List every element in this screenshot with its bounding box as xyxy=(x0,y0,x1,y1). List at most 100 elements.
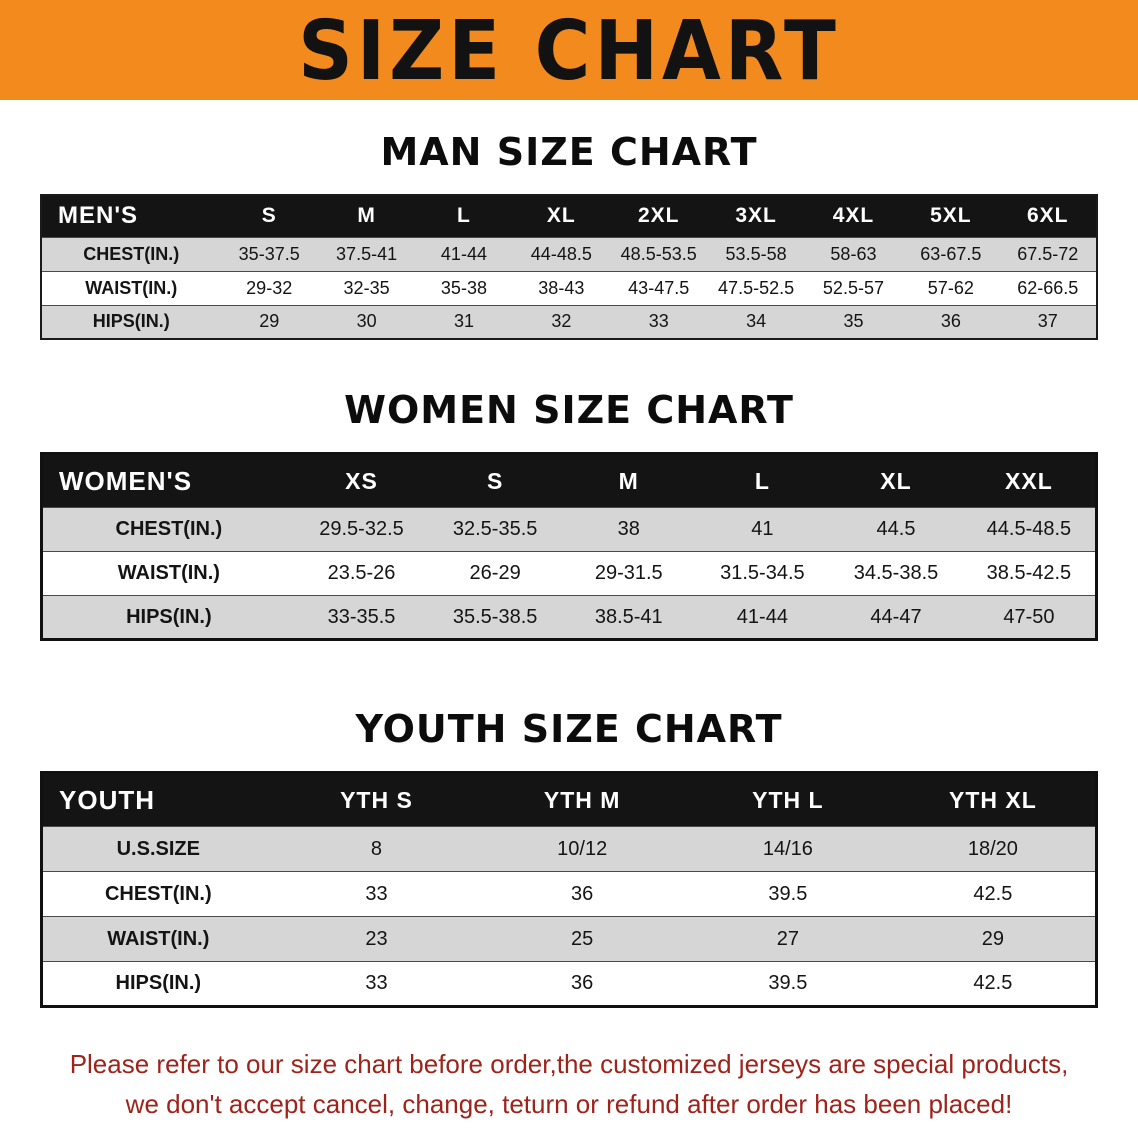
table-title-cell: YOUTH xyxy=(41,772,274,827)
measurement-row: HIPS(IN.) 33-35.5 35.5-38.5 38.5-41 41-44 44-… xyxy=(41,595,1097,640)
size-value-cell: 44-48.5 xyxy=(530,243,592,264)
size-header-cell: 2XL xyxy=(610,195,708,237)
size-value-cell: 36 xyxy=(940,311,961,332)
row-label-cell: WAIST(IN.) xyxy=(107,927,210,950)
size-value-cell: 48.5-53.5 xyxy=(620,243,697,264)
size-value-cell: 29-31.5 xyxy=(594,562,663,584)
size-value-cell: 35.5-38.5 xyxy=(452,605,538,628)
size-value-cell: 32.5-35.5 xyxy=(452,518,538,540)
size-header-cell: M xyxy=(317,195,416,237)
size-header-cell: YTH XL xyxy=(890,772,1097,827)
size-value-cell: 42.5 xyxy=(973,972,1013,994)
disclaimer-note: Please refer to our size chart before or… xyxy=(0,1044,1138,1124)
measurement-row: U.S.SIZE 8 10/12 14/16 18/20 xyxy=(41,826,1097,872)
size-header-cell: 4XL xyxy=(804,195,903,237)
size-value-cell: 31.5-34.5 xyxy=(720,562,805,584)
size-value-cell: 33 xyxy=(365,972,388,994)
size-header-cell: 6XL xyxy=(999,195,1097,237)
size-header-cell: YTH M xyxy=(479,772,686,827)
size-value-cell: 42.5 xyxy=(973,882,1013,905)
women-section-heading: WOMEN SIZE CHART xyxy=(344,388,794,432)
row-label-cell: CHEST(IN.) xyxy=(104,882,212,905)
size-value-cell: 26-29 xyxy=(469,562,521,584)
measurement-row: CHEST(IN.) 33 36 39.5 42.5 xyxy=(41,871,1097,917)
size-value-cell: 44-47 xyxy=(870,605,922,628)
size-value-cell: 32 xyxy=(551,311,572,332)
size-header-cell: 3XL xyxy=(707,195,805,237)
size-value-cell: 29-32 xyxy=(246,277,293,298)
size-value-cell: 10/12 xyxy=(557,837,608,860)
size-value-cell: 38 xyxy=(617,518,640,540)
size-value-cell: 58-63 xyxy=(830,243,877,264)
size-value-cell: 34 xyxy=(746,311,767,332)
size-header-cell: S xyxy=(428,453,562,508)
table-title-cell: MEN'S xyxy=(41,195,221,237)
men-size-table: MEN'S S M L XL 2XL 3XL 4XL 5XL 6XL CHEST(IN.) 35-37… xyxy=(40,194,1098,340)
size-header-cell: S xyxy=(220,195,318,237)
size-value-cell: 39.5 xyxy=(768,972,808,994)
size-value-cell: 37.5-41 xyxy=(336,243,398,264)
size-value-cell: 34.5-38.5 xyxy=(853,562,939,584)
size-value-cell: 23 xyxy=(365,927,388,950)
size-value-cell: 38.5-41 xyxy=(594,605,663,628)
row-label-cell: HIPS(IN.) xyxy=(92,311,170,332)
size-value-cell: 29 xyxy=(259,311,280,332)
measurement-row: HIPS(IN.) 29 30 31 32 33 34 35 36 37 xyxy=(41,305,1097,339)
size-header-cell: XL xyxy=(512,195,611,237)
size-value-cell: 38.5-42.5 xyxy=(986,562,1072,584)
size-value-cell: 8 xyxy=(370,837,383,860)
size-value-cell: 33 xyxy=(365,882,388,905)
size-value-cell: 35-38 xyxy=(440,277,487,298)
row-label-cell: CHEST(IN.) xyxy=(83,243,180,264)
row-label-cell: HIPS(IN.) xyxy=(115,972,202,994)
size-value-cell: 30 xyxy=(356,311,377,332)
size-value-cell: 53.5-58 xyxy=(725,243,787,264)
size-value-cell: 63-67.5 xyxy=(920,243,982,264)
size-value-cell: 39.5 xyxy=(768,882,808,905)
disclaimer-line-1: Please refer to our size chart before or… xyxy=(69,1049,1069,1079)
size-value-cell: 41-44 xyxy=(736,605,788,628)
measurement-row: HIPS(IN.) 33 36 39.5 42.5 xyxy=(41,961,1097,1007)
row-label-cell: U.S.SIZE xyxy=(116,837,200,860)
measurement-row: WAIST(IN.) 29-32 32-35 35-38 38-43 43-47.5 47.… xyxy=(41,271,1097,305)
size-value-cell: 41-44 xyxy=(440,243,487,264)
size-value-cell: 36 xyxy=(571,972,594,994)
size-header-cell: YTH S xyxy=(273,772,480,827)
table-title-cell: WOMEN'S xyxy=(41,453,295,508)
youth-size-section: YOUTH SIZE CHART YOUTH YTH S YTH M YTH L YTH… xyxy=(0,707,1138,1008)
size-header-cell: XL xyxy=(829,453,963,508)
size-value-cell: 44.5 xyxy=(876,518,916,540)
size-value-cell: 33 xyxy=(648,311,669,332)
youth-size-table: YOUTH YTH S YTH M YTH L YTH XL U.S.SIZE 8 10/12… xyxy=(40,771,1098,1008)
size-header-cell: 5XL xyxy=(902,195,1000,237)
size-value-cell: 35 xyxy=(843,311,864,332)
size-header-cell: XS xyxy=(294,453,429,508)
row-label-cell: HIPS(IN.) xyxy=(126,605,212,628)
row-label-cell: CHEST(IN.) xyxy=(115,518,223,540)
disclaimer-line-2: we don't accept cancel, change, teturn o… xyxy=(125,1089,1013,1119)
size-value-cell: 33-35.5 xyxy=(327,605,396,628)
size-header-cell: M xyxy=(561,453,696,508)
measurement-row: CHEST(IN.) 35-37.5 37.5-41 41-44 44-48.5 48.5… xyxy=(41,237,1097,271)
size-value-cell: 47.5-52.5 xyxy=(718,277,795,298)
size-value-cell: 37 xyxy=(1037,311,1058,332)
row-label-cell: WAIST(IN.) xyxy=(85,277,178,298)
men-section-heading: MAN SIZE CHART xyxy=(380,130,758,174)
size-value-cell: 43-47.5 xyxy=(628,277,690,298)
size-value-cell: 25 xyxy=(571,927,594,950)
size-value-cell: 31 xyxy=(453,311,474,332)
size-header-cell: XXL xyxy=(962,453,1097,508)
measurement-row: CHEST(IN.) 29.5-32.5 32.5-35.5 38 41 44.5 44.5… xyxy=(41,507,1097,552)
size-value-cell: 32-35 xyxy=(343,277,390,298)
women-size-table: WOMEN'S XS S M L XL XXL CHEST(IN.) 29.5-32.5 32.5… xyxy=(40,452,1098,641)
size-header-cell: L xyxy=(695,453,830,508)
measurement-row: WAIST(IN.) 23 25 27 29 xyxy=(41,916,1097,962)
size-header-cell: L xyxy=(415,195,513,237)
size-value-cell: 38-43 xyxy=(538,277,585,298)
size-value-cell: 23.5-26 xyxy=(327,562,396,584)
size-value-cell: 47-50 xyxy=(1003,605,1055,628)
size-value-cell: 41 xyxy=(751,518,774,540)
size-header-cell: YTH L xyxy=(685,772,891,827)
size-value-cell: 44.5-48.5 xyxy=(986,518,1072,540)
table-header-row: YOUTH YTH S YTH M YTH L YTH XL xyxy=(41,772,1097,827)
